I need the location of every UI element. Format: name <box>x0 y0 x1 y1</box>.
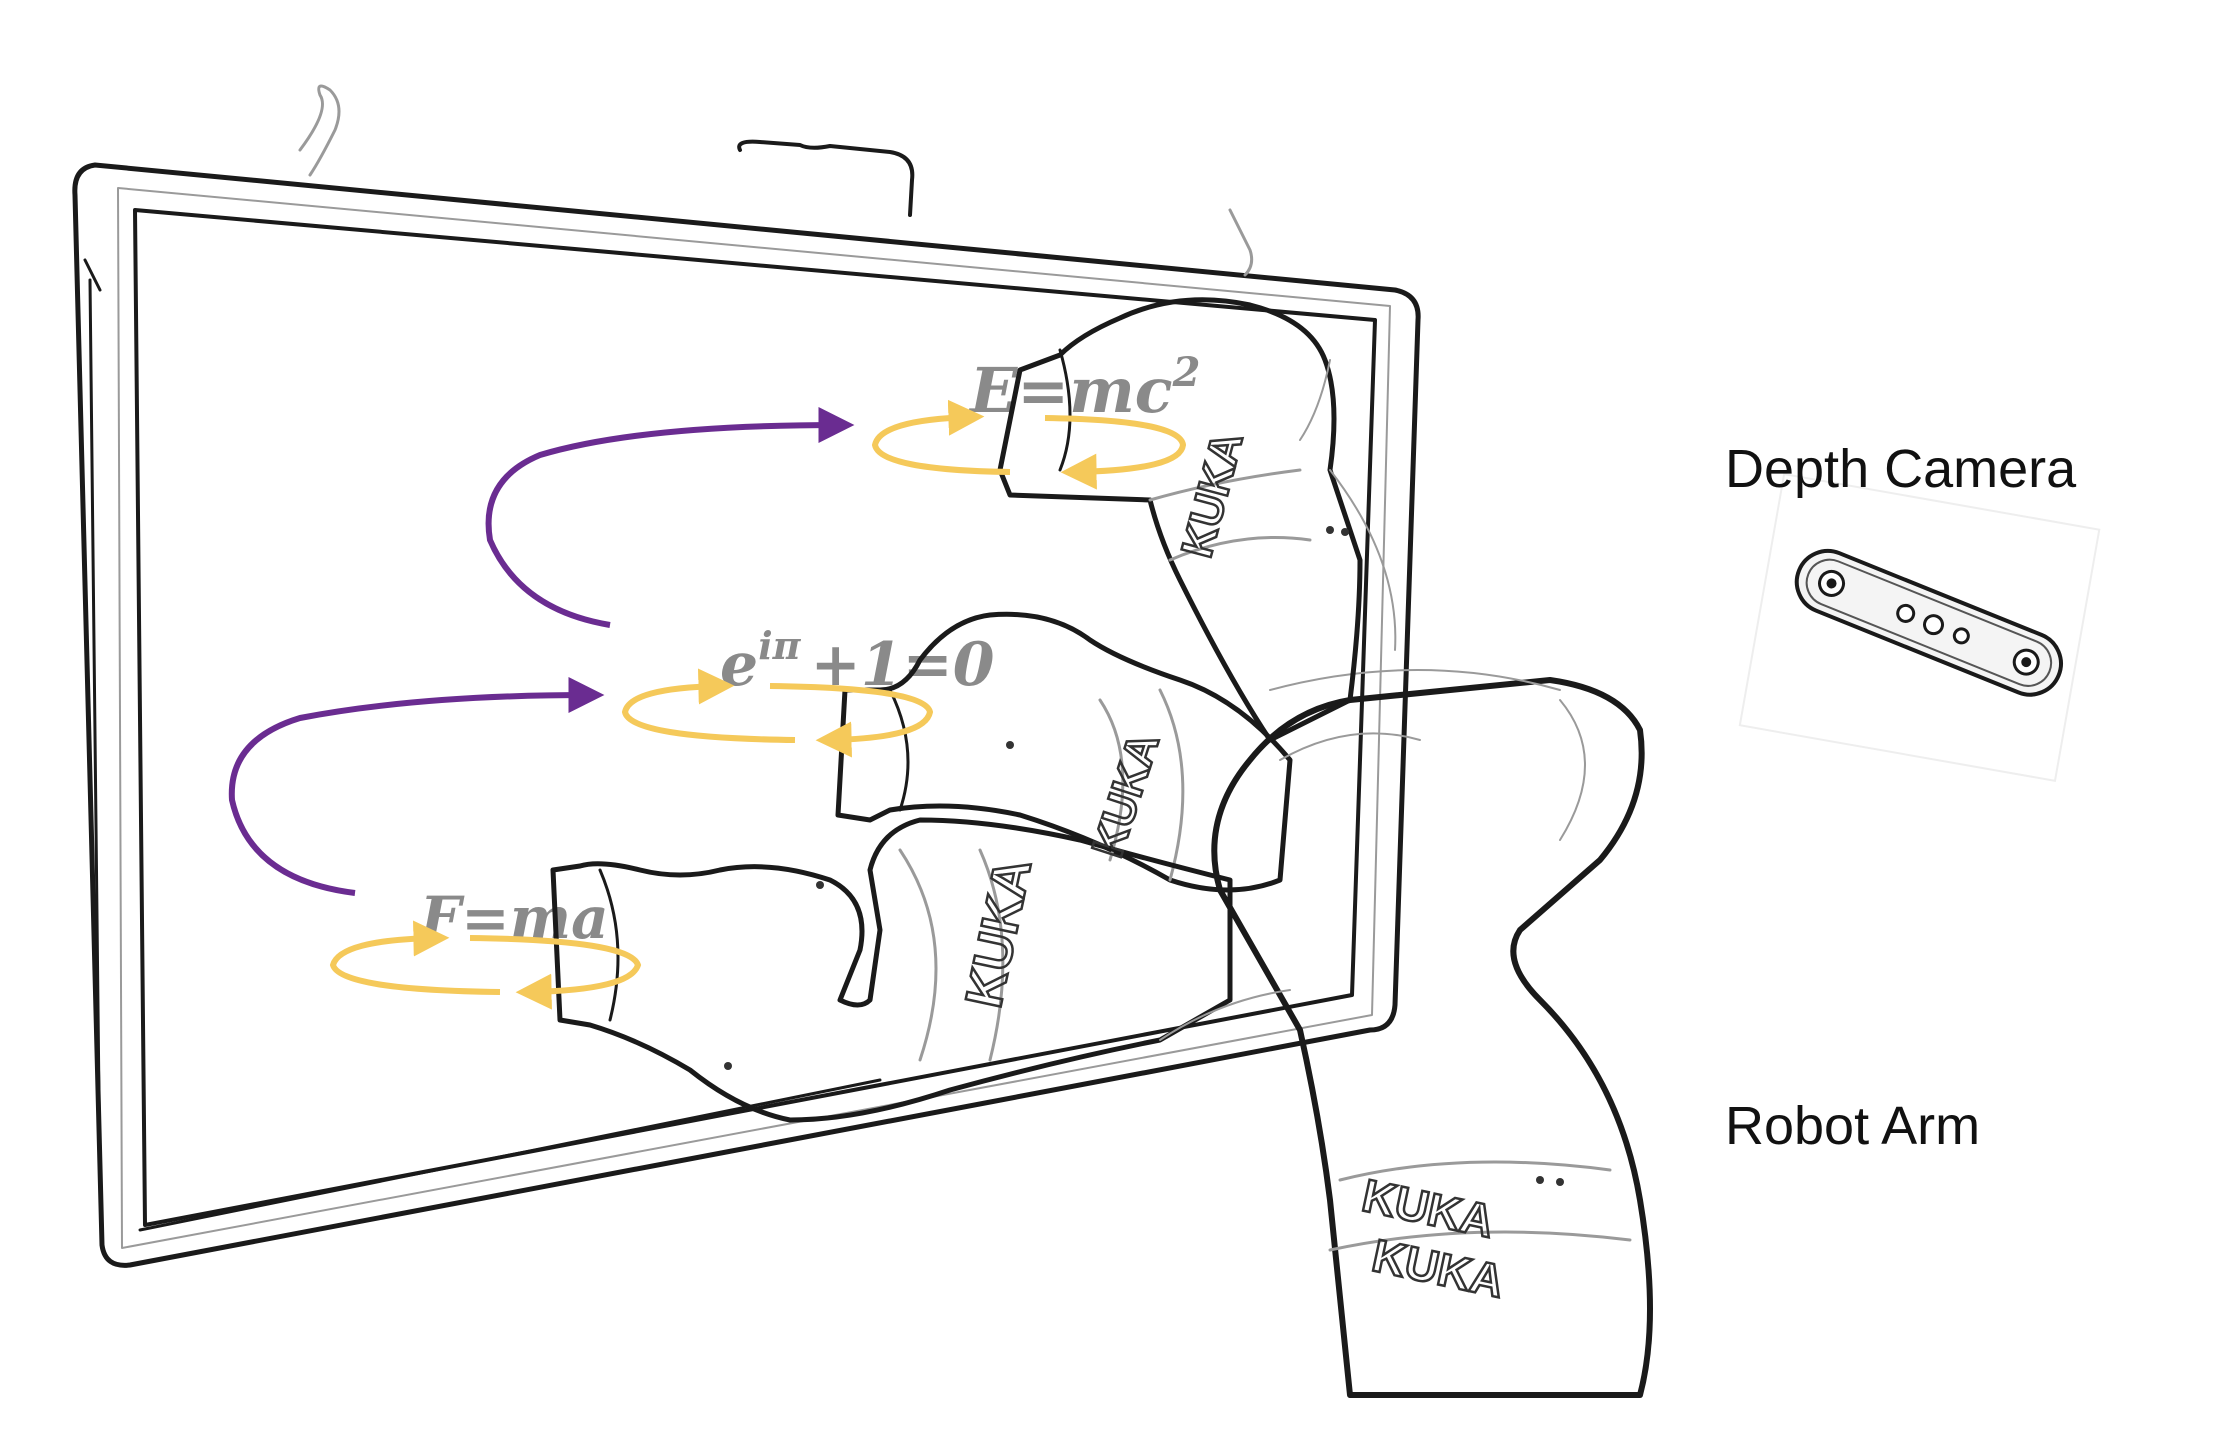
wiping-loop-top <box>871 399 1187 490</box>
wiping-loop-bottom <box>329 920 642 1010</box>
robot-arm-drawing: KUKA KUKA KUKA KUKA KUKA <box>550 297 1653 1398</box>
wiping-loops <box>329 399 1187 1010</box>
depth-camera-drawing <box>1738 472 2101 782</box>
transition-arrow-lower <box>228 677 605 896</box>
whiteboard-equations: E=mc2 eiπ +1=0 F=ma <box>418 349 1200 952</box>
depth-camera-label: Depth Camera <box>1725 439 2077 499</box>
robot-arm-label: Robot Arm <box>1725 1096 1981 1156</box>
equation-euler: eiπ +1=0 <box>720 623 995 700</box>
transition-arrow-upper <box>485 407 855 628</box>
equation-emc2: E=mc2 <box>968 349 1200 427</box>
whiteboard <box>72 84 1421 1268</box>
brand-mark: KUKA <box>955 853 1043 1012</box>
transition-arrows <box>228 407 855 896</box>
wiping-loop-middle <box>621 668 934 758</box>
brand-mark: KUKA <box>1083 727 1169 863</box>
